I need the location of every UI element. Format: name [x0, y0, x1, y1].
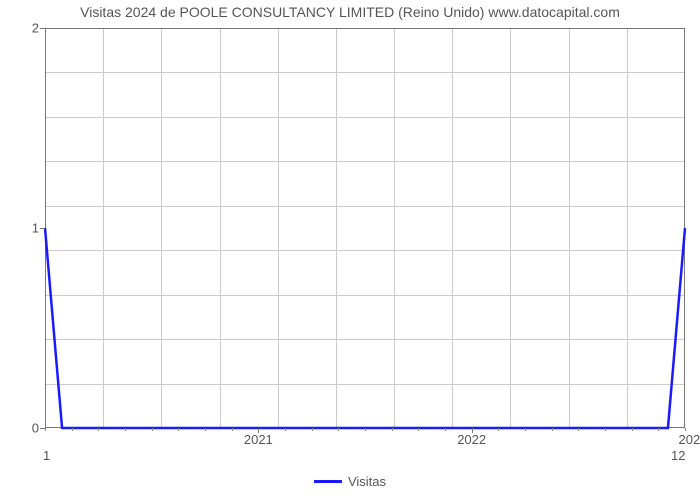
legend: Visitas — [0, 474, 700, 489]
x-axis-tick-label: 2022 — [457, 428, 486, 447]
line-series — [45, 28, 685, 428]
chart-title: Visitas 2024 de POOLE CONSULTANCY LIMITE… — [0, 4, 700, 20]
x-axis-tick-label: 202 — [678, 428, 700, 447]
x-axis-secondary-label-right: 12 — [671, 448, 685, 463]
y-axis-tick — [40, 28, 45, 29]
x-axis-minor-tick — [392, 428, 393, 431]
x-axis-minor-tick — [525, 428, 526, 431]
x-axis-minor-tick — [632, 428, 633, 431]
x-axis-minor-tick — [232, 428, 233, 431]
x-axis-minor-tick — [205, 428, 206, 431]
x-axis-minor-tick — [152, 428, 153, 431]
y-axis-tick — [40, 228, 45, 229]
legend-swatch — [314, 480, 342, 483]
x-axis-minor-tick — [338, 428, 339, 431]
series-polyline — [45, 228, 685, 428]
x-axis-minor-tick — [498, 428, 499, 431]
x-axis-minor-tick — [45, 428, 46, 431]
x-axis-tick-label: 2021 — [244, 428, 273, 447]
x-axis-minor-tick — [578, 428, 579, 431]
x-axis-minor-tick — [72, 428, 73, 431]
x-axis-minor-tick — [418, 428, 419, 431]
x-axis-minor-tick — [312, 428, 313, 431]
x-axis-minor-tick — [605, 428, 606, 431]
x-axis-minor-tick — [285, 428, 286, 431]
x-axis-secondary-label-left: 1 — [43, 448, 50, 463]
x-axis-minor-tick — [552, 428, 553, 431]
chart-plot-area: 01220212022202 — [45, 28, 685, 428]
legend-label: Visitas — [348, 474, 386, 489]
x-axis-minor-tick — [365, 428, 366, 431]
x-axis-minor-tick — [98, 428, 99, 431]
x-axis-minor-tick — [445, 428, 446, 431]
x-axis-minor-tick — [125, 428, 126, 431]
x-axis-minor-tick — [658, 428, 659, 431]
x-axis-minor-tick — [178, 428, 179, 431]
